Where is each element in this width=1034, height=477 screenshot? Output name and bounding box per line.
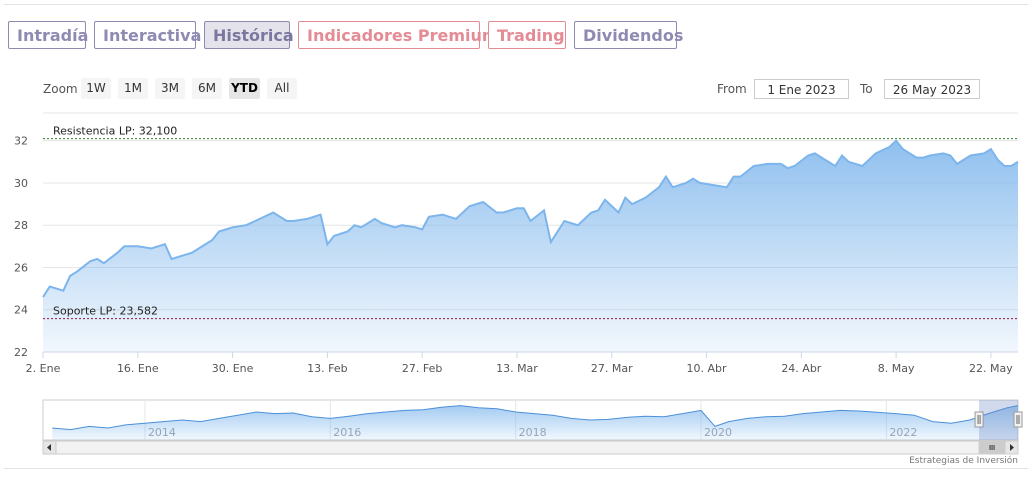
x-tick-label: 13. Mar xyxy=(496,362,538,375)
arrow-right-icon xyxy=(1010,444,1014,451)
tab-trading[interactable]: Trading xyxy=(488,21,566,49)
y-tick-label: 32 xyxy=(14,135,28,148)
navigator-handle-right[interactable] xyxy=(1013,411,1023,428)
range-to-input[interactable]: 26 May 2023 xyxy=(884,79,980,99)
y-tick-label: 24 xyxy=(14,304,28,317)
x-tick-label: 16. Ene xyxy=(117,362,159,375)
range-from-input[interactable]: 1 Ene 2023 xyxy=(754,79,849,99)
y-tick-label: 22 xyxy=(14,346,28,359)
credit-text: Estrategias de Inversión xyxy=(909,456,1018,466)
tab-interactiva[interactable]: Interactiva xyxy=(94,21,201,49)
y-tick-label: 28 xyxy=(14,219,28,232)
tab-indicadores-premium[interactable]: Indicadores Premium xyxy=(298,21,499,49)
y-tick-label: 30 xyxy=(14,177,28,190)
zoom-button-ytd[interactable]: YTD xyxy=(229,78,260,99)
navigator-area xyxy=(52,405,1018,440)
zoom-label: Zoom xyxy=(43,82,78,96)
x-tick-label: 24. Abr xyxy=(781,362,821,375)
price-area-fill xyxy=(43,140,1018,352)
top-divider xyxy=(4,4,1028,5)
x-tick-label: 27. Mar xyxy=(591,362,633,375)
zoom-button-3m[interactable]: 3M xyxy=(155,78,185,99)
y-tick-label: 26 xyxy=(14,261,28,274)
x-tick-label: 30. Ene xyxy=(212,362,254,375)
x-tick-label: 8. May xyxy=(878,362,915,375)
tab-historica[interactable]: Histórica xyxy=(204,21,294,49)
x-tick-label: 22. May xyxy=(969,362,1013,375)
navigator-handle-left[interactable] xyxy=(974,411,984,428)
range-to-label: To xyxy=(860,82,873,96)
range-from-label: From xyxy=(717,82,747,96)
tab-dividendos[interactable]: Dividendos xyxy=(574,21,683,49)
x-tick-label: 13. Feb xyxy=(307,362,347,375)
scrollbar-track[interactable] xyxy=(42,440,1019,455)
zoom-button-1w[interactable]: 1W xyxy=(81,78,111,99)
x-tick-label: 27. Feb xyxy=(402,362,442,375)
bottom-divider xyxy=(4,468,1028,469)
x-tick-label: 2. Ene xyxy=(26,362,61,375)
navigator-line xyxy=(52,405,1019,431)
x-tick-label: 10. Abr xyxy=(687,362,727,375)
tab-intradia[interactable]: Intradía xyxy=(8,21,88,49)
arrow-left-icon xyxy=(47,444,51,451)
support-label: Soporte LP: 23,582 xyxy=(53,305,158,318)
zoom-button-6m[interactable]: 6M xyxy=(192,78,222,99)
price-line xyxy=(42,139,1019,298)
navigator-selection xyxy=(979,400,1018,440)
resistance-label: Resistencia LP: 32,100 xyxy=(53,125,177,138)
zoom-button-all[interactable]: All xyxy=(267,78,297,99)
zoom-button-1m[interactable]: 1M xyxy=(118,78,148,99)
